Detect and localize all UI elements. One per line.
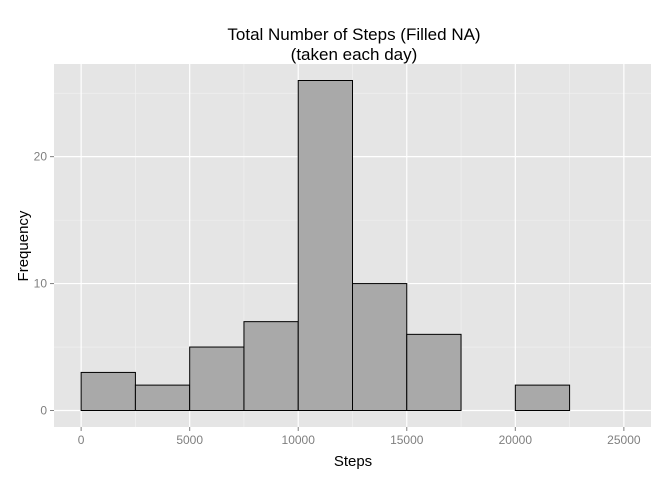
histogram-bar [406, 333, 462, 412]
histogram-bars [80, 80, 571, 412]
y-axis-title: Frequency [15, 210, 32, 281]
x-tick-label: 0 [78, 433, 85, 447]
x-tick-label: 10000 [282, 433, 316, 447]
histogram-bar [243, 321, 299, 411]
x-tick-label: 15000 [390, 433, 424, 447]
y-axis: 0 10 20 [34, 150, 54, 418]
x-tick-label: 5000 [176, 433, 203, 447]
y-tick-label: 10 [34, 277, 48, 291]
histogram-bar [189, 346, 245, 411]
y-tick-label: 20 [34, 150, 48, 164]
histogram-bar [80, 371, 136, 411]
y-tick-label: 0 [40, 404, 47, 418]
x-axis-title: Steps [334, 453, 372, 470]
histogram-bar [352, 283, 408, 412]
histogram-bar [514, 384, 571, 412]
x-tick-label: 25000 [607, 433, 641, 447]
chart-subtitle: (taken each day) [291, 45, 418, 64]
histogram-bar [297, 80, 353, 411]
x-axis: 0 5000 10000 15000 20000 25000 [78, 427, 641, 447]
histogram-bar [134, 384, 191, 412]
chart-title: Total Number of Steps (Filled NA) [227, 25, 480, 44]
x-tick-label: 20000 [499, 433, 533, 447]
